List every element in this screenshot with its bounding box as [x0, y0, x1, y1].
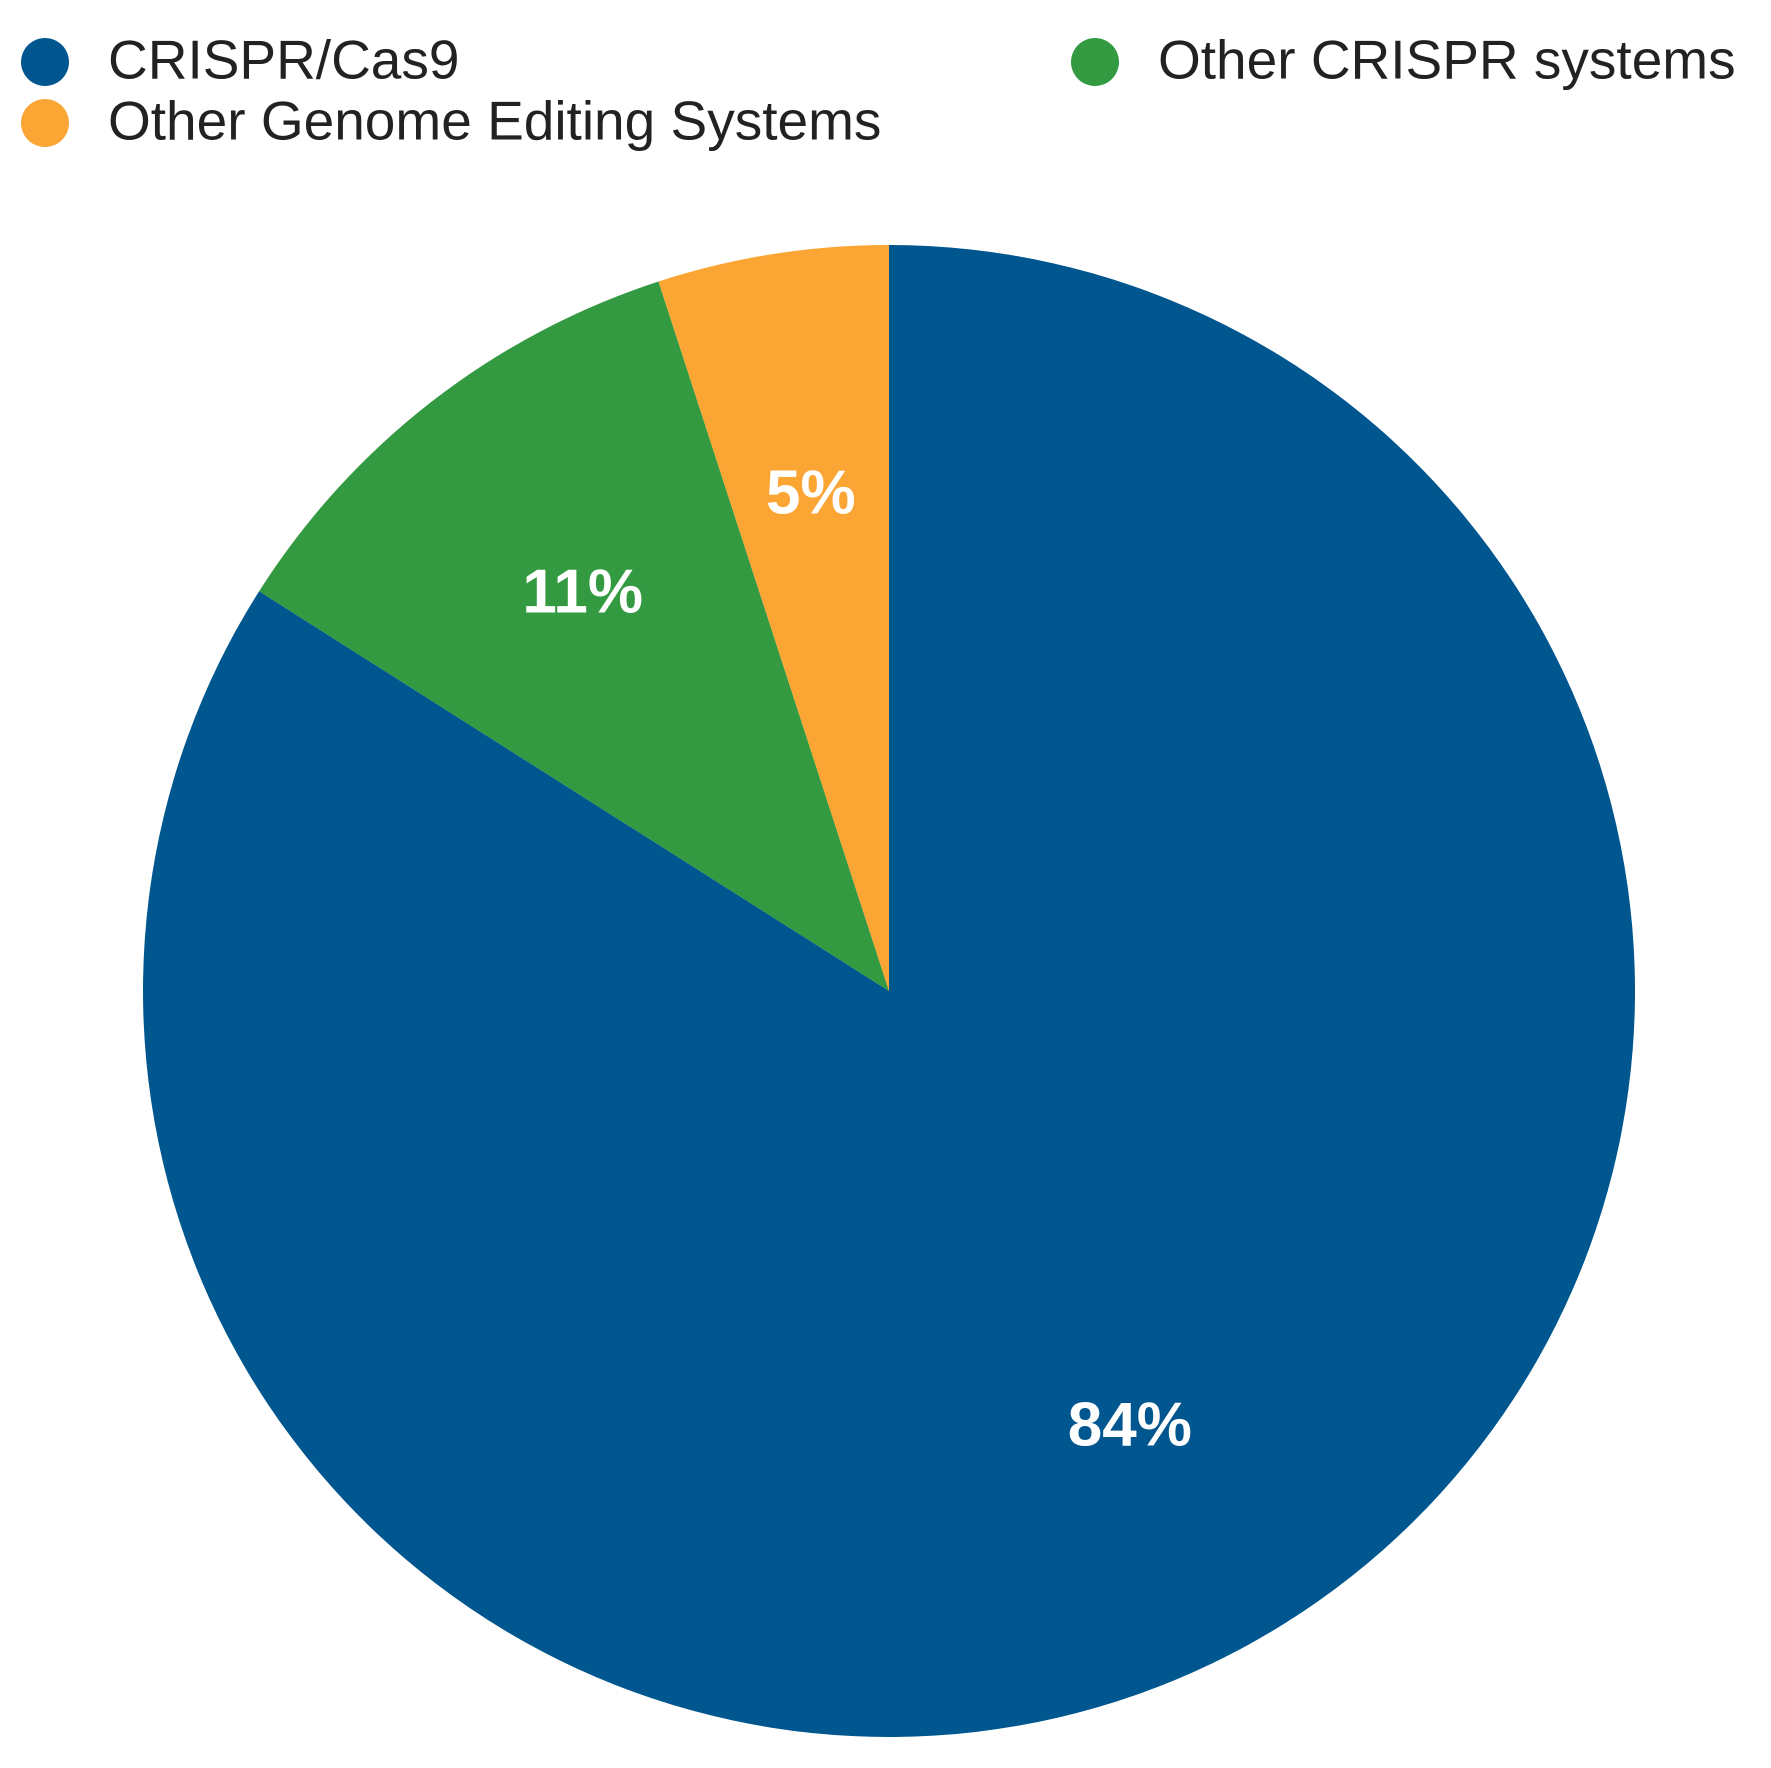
legend-marker	[21, 99, 69, 147]
legend-marker	[21, 38, 69, 86]
value-label: 84%	[1068, 1390, 1192, 1459]
legend-marker	[1071, 38, 1119, 86]
legend: CRISPR/Cas9 Other CRISPR systems Other Gen…	[21, 29, 1736, 152]
pie-slice	[259, 281, 890, 991]
pie-slice	[658, 245, 889, 991]
legend-label: Other Genome Editing Systems	[108, 90, 881, 152]
legend-label: Other CRISPR systems	[1158, 29, 1736, 91]
value-label: 11%	[522, 557, 643, 626]
legend-label: CRISPR/Cas9	[108, 29, 459, 91]
value-label: 5%	[766, 459, 856, 528]
pie-slice	[142, 245, 1635, 1737]
